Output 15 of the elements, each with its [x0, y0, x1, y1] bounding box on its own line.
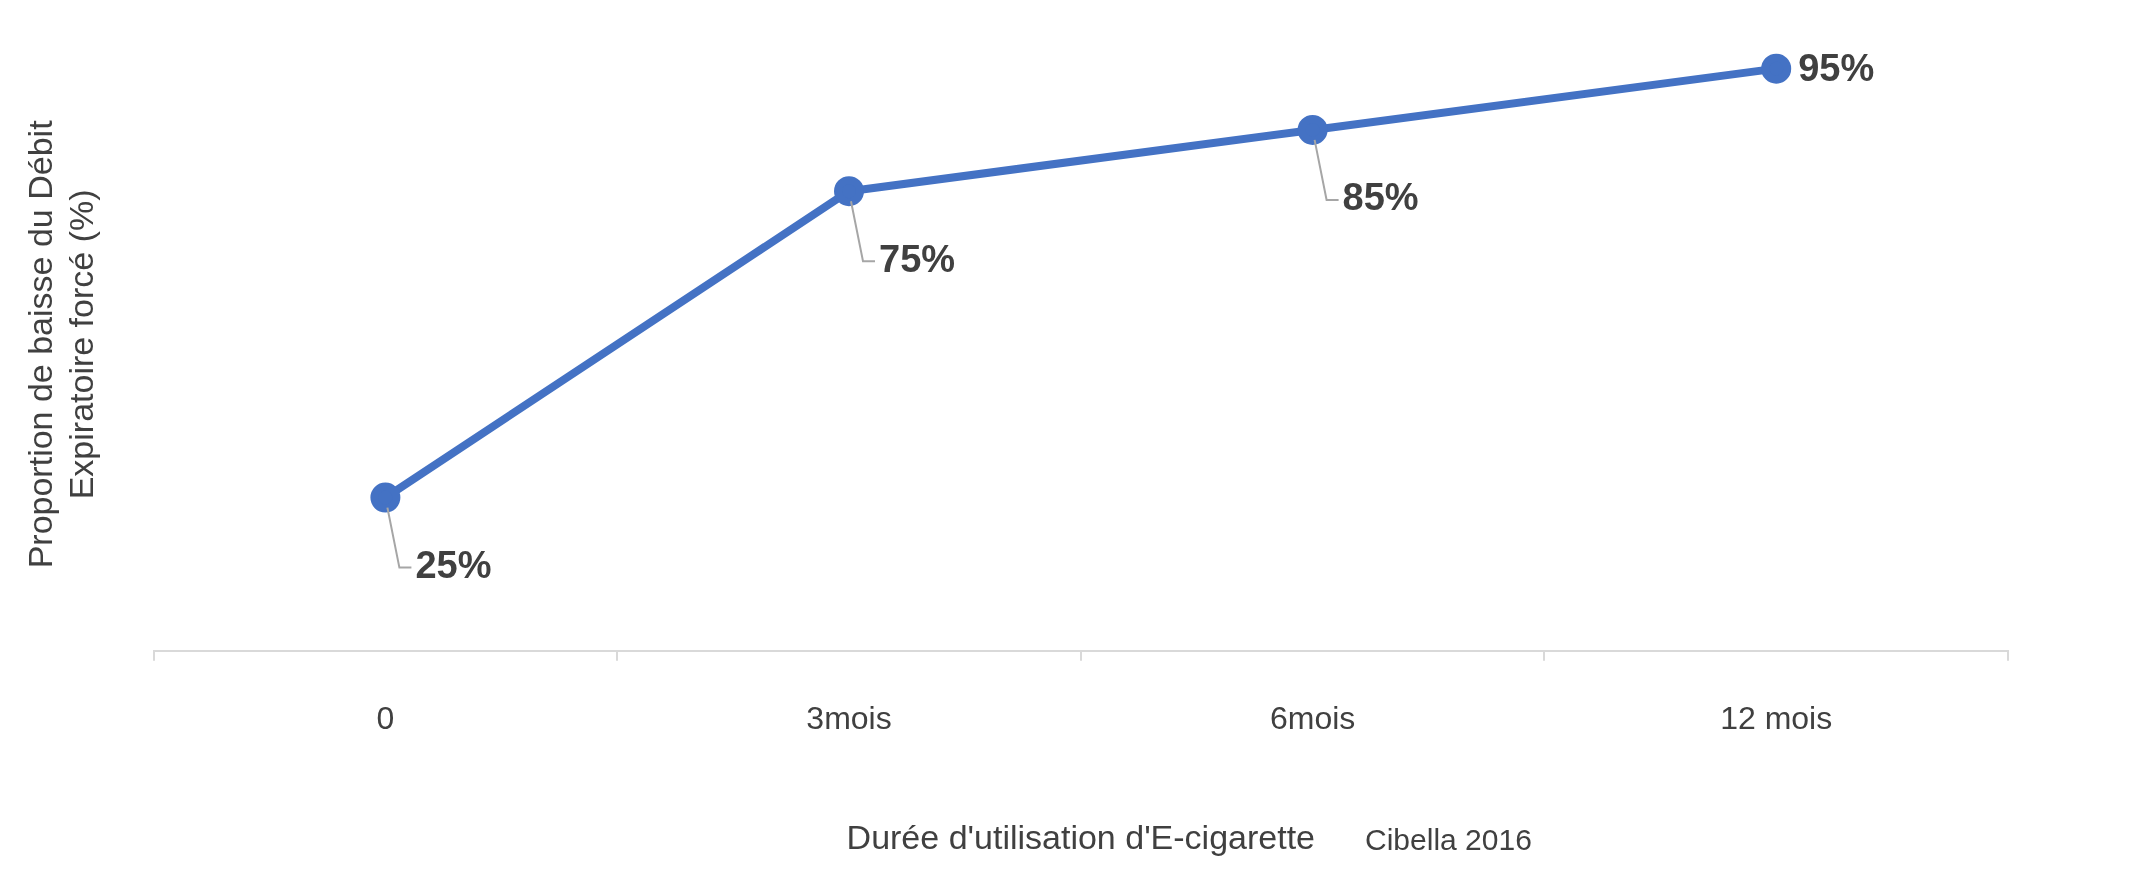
y-axis-title: Proportion de baisse du Débit Expiratoire forcé (%) [20, 119, 100, 569]
data-label: 85% [1342, 176, 1419, 219]
x-tick-label: 12 mois [1720, 699, 1833, 736]
data-label: 75% [879, 237, 956, 280]
x-tick-label: 6mois [1269, 699, 1356, 736]
data-label: 25% [415, 544, 492, 587]
point [834, 176, 864, 207]
point [370, 482, 401, 513]
point [1297, 114, 1328, 145]
x-tick-label: 0 [376, 699, 395, 736]
x-tick-label: 3mois [806, 699, 892, 736]
text: Cibella 2016 [1365, 823, 1532, 857]
data-label: 95% [1798, 47, 1875, 90]
x-axis-title: Durée d'utilisation d'E-cigarette [846, 817, 1316, 856]
point [1761, 53, 1792, 84]
